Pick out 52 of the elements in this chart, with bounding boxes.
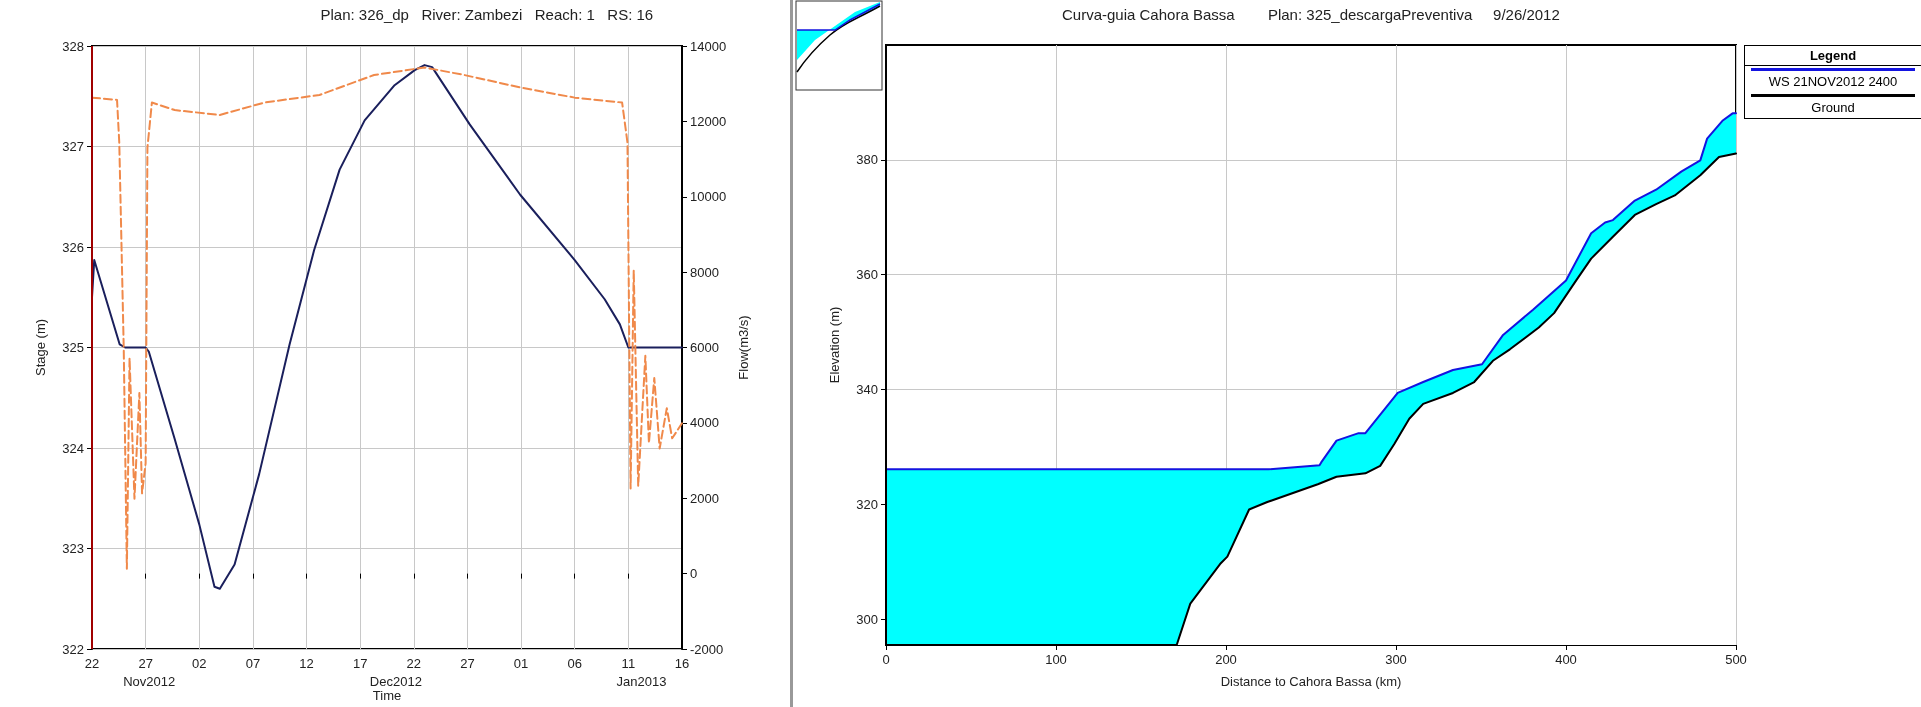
text: Nov2012 [123, 674, 176, 689]
legend-title: Legend [1745, 46, 1921, 66]
x-tick-label: 12 [299, 656, 314, 671]
text: Ground [1810, 100, 1856, 115]
x-tick-label: 500 [1725, 652, 1747, 667]
y-tick-label: 360 [856, 267, 878, 283]
x-tick-label: 0 [882, 652, 890, 667]
x-tick-label: 16 [674, 656, 690, 671]
y-tick-label: 320 [856, 496, 878, 512]
text: Dec2012 [369, 674, 422, 689]
x-axis-title: Time [372, 688, 402, 703]
y2-axis-title: Flow(m3/s) [736, 315, 752, 380]
y-tick-label: 324 [62, 440, 84, 456]
x-tick-label: 200 [1215, 652, 1237, 667]
y-tick-label: 380 [856, 152, 878, 168]
y2-tick-label: 2000 [690, 490, 719, 506]
x-axis-title: Distance to Cahora Bassa (km) [1220, 674, 1402, 689]
x-tick-label: 27 [460, 656, 475, 671]
y2-tick-label: 0 [690, 566, 698, 582]
y2-tick-label: 10000 [690, 189, 727, 205]
y-tick-label: 300 [856, 611, 878, 627]
x-tick-label: 27 [138, 656, 153, 671]
text: Jan2013 [616, 674, 667, 689]
x-tick-label: 17 [352, 656, 368, 671]
x-tick-label: 01 [513, 656, 529, 671]
y-tick-label: 325 [62, 340, 84, 355]
y-axis-title: Stage (m) [33, 318, 48, 377]
x-tick-label: 22 [84, 656, 100, 671]
y-tick-label: 323 [62, 541, 84, 556]
text: WS 21NOV2012 2400 [1767, 74, 1899, 89]
y-tick-label: 326 [62, 239, 84, 255]
y2-tick-label: 12000 [690, 113, 727, 129]
chart-title: Plan: 326_dp River: Zambezi Reach: 1 RS: 16 [320, 6, 654, 23]
y2-tick-label: 14000 [690, 38, 727, 54]
x-tick-label: 300 [1385, 652, 1407, 667]
x-tick-label: 02 [192, 656, 207, 671]
y-tick-label: 340 [856, 382, 878, 397]
y-axis-title: Elevation (m) [827, 306, 842, 384]
y2-tick-label: 6000 [690, 340, 719, 355]
y2-tick-label: -2000 [690, 641, 724, 657]
x-tick-label: 400 [1555, 652, 1577, 667]
x-tick-label: 11 [621, 656, 636, 671]
x-tick-label: 22 [406, 656, 422, 671]
y-tick-label: 322 [62, 641, 84, 657]
y-tick-label: 328 [62, 38, 84, 54]
x-tick-label: 06 [567, 656, 582, 671]
chart-title: Curva-guia Cahora Bassa Plan: 325_descargaPreventiva 9/26/2012 [1062, 6, 1560, 23]
x-tick-label: 100 [1045, 652, 1067, 667]
y-tick-label: 327 [62, 139, 84, 154]
x-tick-label: 07 [245, 656, 261, 671]
y2-tick-label: 8000 [690, 264, 719, 280]
y2-tick-label: 4000 [690, 415, 719, 431]
